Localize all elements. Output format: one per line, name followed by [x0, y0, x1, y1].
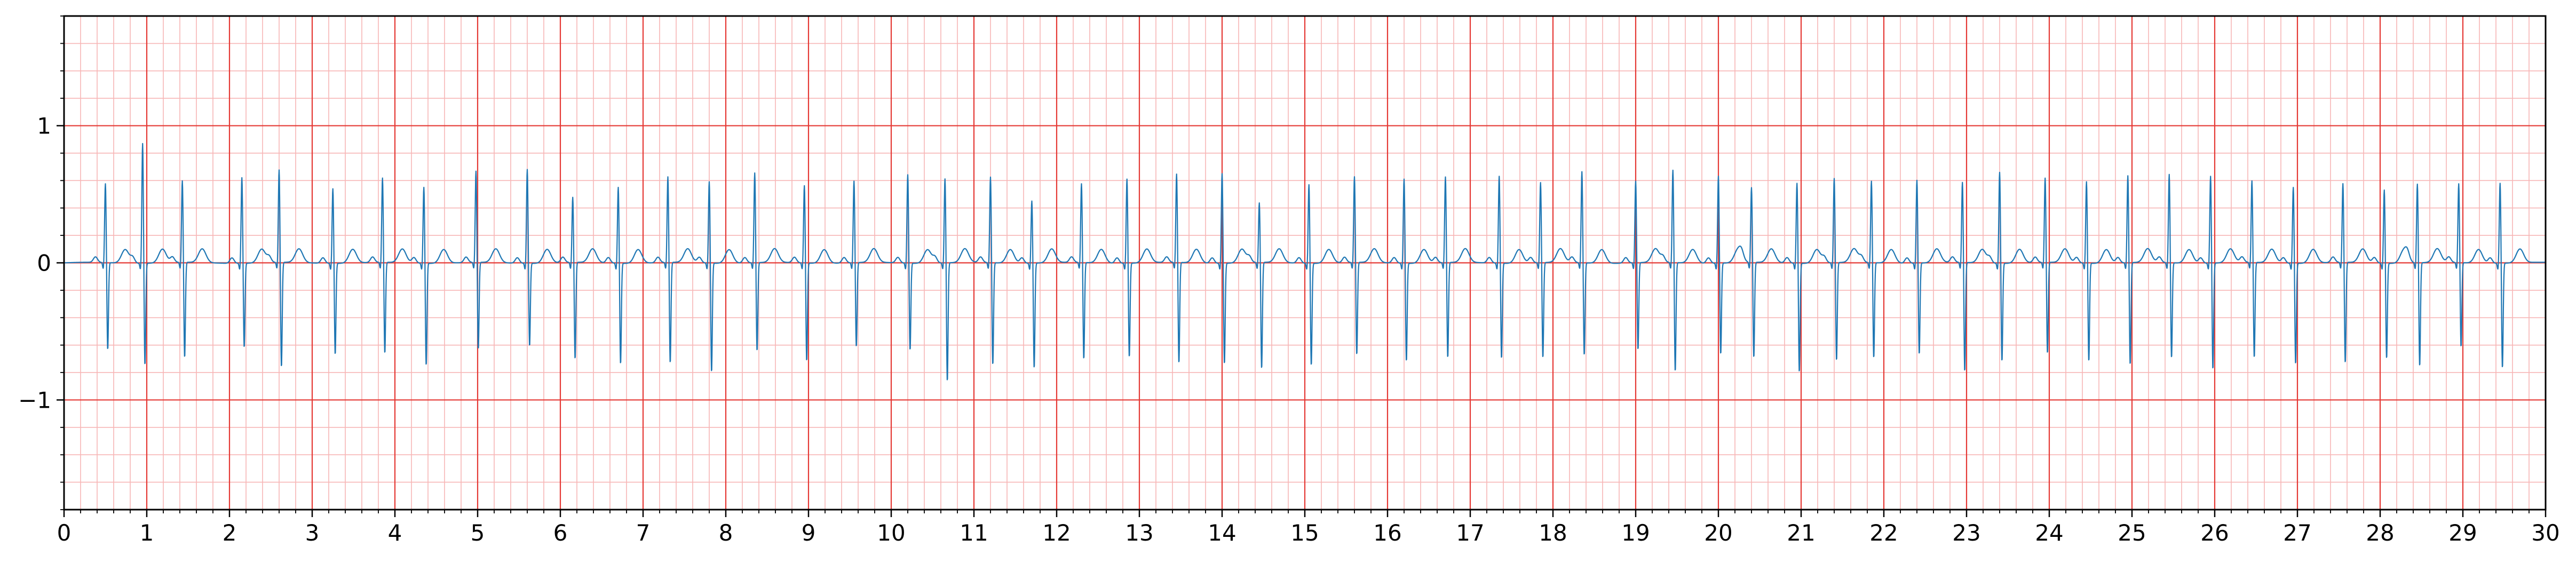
x-tick-label: 18 [1539, 520, 1567, 546]
x-axis: 0 1 2 3 4 5 6 7 8 9 10 11 12 13 14 15 16 17 18 19 20 21 22 23 24… [57, 510, 2560, 546]
x-tick-label: 4 [388, 520, 402, 546]
y-axis: −1 0 1 [18, 15, 64, 510]
x-tick-label: 30 [2531, 520, 2559, 546]
x-tick-label: 27 [2283, 520, 2311, 546]
x-tick-label: 13 [1125, 520, 1153, 546]
x-tick-label: 19 [1621, 520, 1650, 546]
y-tick-label: 0 [37, 250, 51, 276]
x-tick-label: 15 [1290, 520, 1319, 546]
x-tick-label: 10 [877, 520, 905, 546]
x-tick-label: 20 [1704, 520, 1732, 546]
x-tick-label: 23 [1952, 520, 1980, 546]
ecg-series-line [64, 142, 2546, 380]
x-tick-label: 0 [57, 520, 72, 546]
y-tick-label: 1 [37, 113, 51, 139]
x-tick-label: 24 [2035, 520, 2063, 546]
x-tick-label: 11 [960, 520, 988, 546]
x-tick-label: 21 [1787, 520, 1815, 546]
x-tick-label: 29 [2448, 520, 2477, 546]
x-tick-label: 2 [223, 520, 237, 546]
x-tick-label: 17 [1456, 520, 1484, 546]
x-tick-label: 9 [802, 520, 816, 546]
x-tick-label: 16 [1373, 520, 1401, 546]
x-tick-label: 8 [719, 520, 733, 546]
x-tick-label: 26 [2200, 520, 2229, 546]
x-tick-label: 12 [1042, 520, 1071, 546]
x-tick-label: 14 [1208, 520, 1236, 546]
x-tick-label: 6 [553, 520, 568, 546]
x-tick-label: 7 [636, 520, 651, 546]
x-tick-label: 25 [2118, 520, 2146, 546]
x-tick-label: 28 [2366, 520, 2394, 546]
x-tick-label: 3 [305, 520, 320, 546]
x-tick-label: 1 [140, 520, 154, 546]
y-tick-label: −1 [18, 387, 51, 413]
x-tick-label: 5 [471, 520, 485, 546]
x-tick-label: 22 [1869, 520, 1898, 546]
